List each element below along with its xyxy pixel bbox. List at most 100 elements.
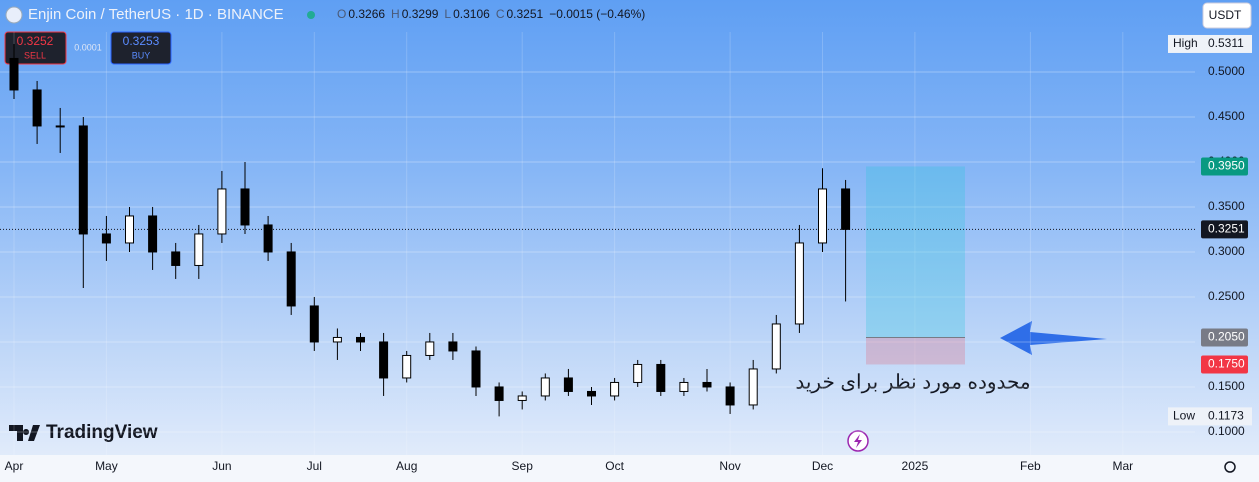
price-label: 0.2050 bbox=[1208, 330, 1245, 344]
price-label-bg bbox=[1201, 355, 1248, 374]
marker-name: High bbox=[1173, 36, 1198, 50]
candle-body bbox=[517, 395, 527, 401]
price-label: 0.3251 bbox=[1208, 222, 1245, 236]
buy-price[interactable]: 0.3253 bbox=[123, 34, 160, 48]
x-tick-label: Aug bbox=[396, 459, 417, 473]
y-tick-label: 0.1500 bbox=[1208, 379, 1245, 393]
candle-body bbox=[471, 350, 481, 388]
candle-body bbox=[587, 390, 596, 397]
sell-button[interactable] bbox=[4, 31, 67, 65]
x-tick-label: May bbox=[95, 459, 118, 473]
ohlc-value: 0.3266 bbox=[348, 7, 385, 21]
candle-body bbox=[125, 215, 134, 244]
x-tick-label: Sep bbox=[512, 459, 534, 473]
ohlc-key: O bbox=[337, 7, 346, 21]
symbol[interactable]: Enjin Coin / TetherUS · 1D · BINANCE bbox=[28, 6, 284, 23]
x-tick-label: Feb bbox=[1020, 459, 1041, 473]
plot bbox=[0, 32, 1195, 455]
candle-body bbox=[356, 336, 365, 343]
price-label-bg bbox=[1201, 157, 1248, 176]
candle-body bbox=[217, 188, 227, 235]
candle-body bbox=[425, 341, 435, 356]
candle-body bbox=[78, 125, 88, 235]
y-tick-label: 0.3500 bbox=[1208, 199, 1245, 213]
candle-body bbox=[402, 354, 412, 379]
time-axis-bg bbox=[0, 455, 1259, 482]
sell-price[interactable]: 0.3252 bbox=[17, 34, 54, 48]
candle-body bbox=[263, 224, 273, 253]
candle-body bbox=[448, 341, 458, 352]
ohlc-key: H bbox=[391, 7, 400, 21]
candle-body bbox=[494, 386, 504, 401]
y-tick-label: 0.5000 bbox=[1208, 64, 1245, 78]
candle-body bbox=[148, 215, 158, 253]
candle-body bbox=[101, 233, 111, 244]
candle-body bbox=[32, 89, 42, 127]
candle-body bbox=[818, 188, 827, 244]
sell-label[interactable]: SELL bbox=[24, 50, 46, 60]
candle-body bbox=[9, 57, 19, 91]
ohlc-value: 0.3106 bbox=[453, 7, 490, 21]
x-tick-label: Dec bbox=[812, 459, 833, 473]
x-tick-label: Mar bbox=[1112, 459, 1133, 473]
candle-body bbox=[286, 251, 296, 307]
ohlc-value: 0.3251 bbox=[506, 7, 543, 21]
y-tick-label: 0.2500 bbox=[1208, 289, 1245, 303]
candle-body bbox=[55, 125, 65, 128]
candle-body bbox=[171, 251, 181, 266]
candle-body bbox=[379, 341, 389, 379]
currency-button[interactable] bbox=[1202, 2, 1252, 29]
stop-zone bbox=[866, 337, 965, 365]
candle-body bbox=[771, 323, 781, 370]
target-zone bbox=[866, 166, 965, 338]
status-dot bbox=[307, 11, 315, 19]
y-tick-label: 0.3000 bbox=[1208, 244, 1245, 258]
x-tick-label: Jun bbox=[212, 459, 231, 473]
candle-body bbox=[748, 368, 758, 406]
annotation: محدوده مورد نظر برای خرید bbox=[795, 371, 1030, 393]
marker-bg bbox=[1168, 407, 1252, 426]
x-tick-label: Apr bbox=[5, 459, 24, 473]
y-tick-label: 0.1000 bbox=[1208, 424, 1245, 438]
candle-body bbox=[656, 363, 666, 392]
logo-icon bbox=[9, 425, 40, 441]
price-label: 0.3950 bbox=[1208, 159, 1245, 173]
candle-body bbox=[194, 233, 204, 266]
candle-body bbox=[841, 188, 851, 230]
candle-body bbox=[563, 377, 573, 392]
logo: TradingView bbox=[46, 422, 158, 443]
x-tick-label: Oct bbox=[605, 459, 624, 473]
buy-button[interactable] bbox=[110, 31, 172, 65]
arrow bbox=[1000, 321, 1107, 355]
x-tick-label: Jul bbox=[307, 459, 322, 473]
ohlc-value: 0.3299 bbox=[402, 7, 439, 21]
ohlc-key: L bbox=[444, 7, 451, 21]
candle-body bbox=[633, 363, 643, 383]
candle-body bbox=[794, 242, 804, 325]
y-tick-label: 0.4500 bbox=[1208, 109, 1245, 123]
candle-body bbox=[309, 305, 319, 343]
ohlc-key: C bbox=[496, 7, 505, 21]
candle-body bbox=[702, 381, 712, 388]
price-label-bg bbox=[1201, 328, 1248, 347]
settings-icon[interactable] bbox=[1224, 461, 1236, 473]
marker-value: 0.5311 bbox=[1208, 36, 1244, 50]
change: −0.0015 (−0.46%) bbox=[549, 7, 645, 21]
price-label: 0.1750 bbox=[1208, 357, 1245, 371]
candle-body bbox=[332, 336, 342, 343]
event-bolt bbox=[854, 434, 862, 448]
marker-value: 0.1173 bbox=[1208, 409, 1244, 423]
buy-label[interactable]: BUY bbox=[132, 50, 151, 60]
price-label-bg bbox=[1201, 220, 1248, 239]
marker-bg bbox=[1168, 34, 1252, 53]
candle-body bbox=[725, 386, 735, 406]
candle-body bbox=[679, 381, 689, 392]
x-tick-label: Nov bbox=[719, 459, 740, 473]
candle-body bbox=[240, 188, 250, 226]
x-tick-label: 2025 bbox=[902, 459, 929, 473]
candle-body bbox=[610, 381, 620, 397]
candle-body bbox=[540, 377, 550, 397]
spread: 0.0001 bbox=[74, 42, 102, 52]
currency[interactable]: USDT bbox=[1209, 8, 1242, 22]
